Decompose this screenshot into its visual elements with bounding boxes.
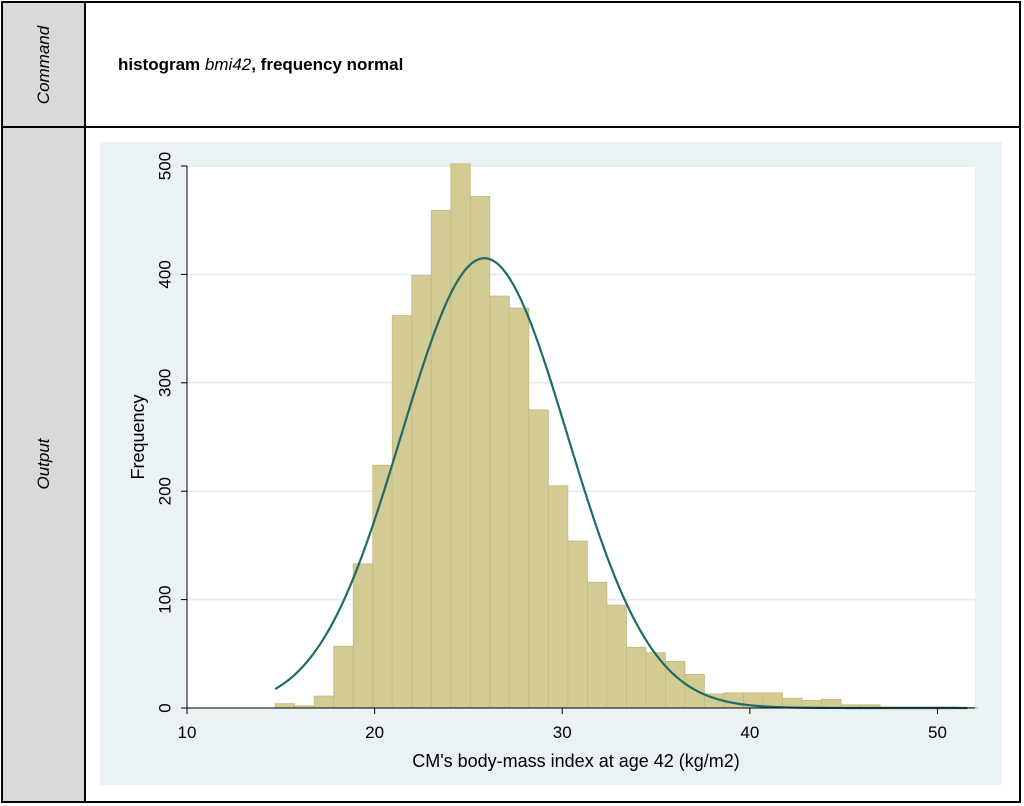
x-axis-label: CM's body-mass index at age 42 (kg/m2) <box>412 751 740 771</box>
histogram-bar <box>684 673 705 709</box>
histogram-bar <box>528 409 549 709</box>
y-tick-label: 400 <box>156 260 175 288</box>
x-tick-label: 20 <box>365 723 384 742</box>
axes <box>181 165 975 714</box>
histogram-bar <box>626 646 647 709</box>
histogram-bar <box>508 307 530 709</box>
output-row-label: Output <box>3 126 86 801</box>
command-row-label: Command <box>3 3 86 126</box>
histogram-bar <box>547 485 569 709</box>
command-keyword: histogram <box>118 55 201 74</box>
grid-lines <box>187 165 975 601</box>
histogram-bar <box>469 195 491 709</box>
command-variable: bmi42 <box>204 55 252 74</box>
histogram-bar <box>411 275 432 709</box>
histogram-bar <box>372 464 393 709</box>
y-tick-label: 100 <box>156 585 175 613</box>
y-axis-label: Frequency <box>128 394 148 479</box>
histogram-bar <box>489 295 510 709</box>
histogram-bar <box>606 604 627 709</box>
row-divider <box>3 126 1019 128</box>
histogram-bar <box>333 645 354 709</box>
histogram-bar <box>567 540 588 709</box>
histogram-bar <box>313 695 335 709</box>
histogram-bar <box>450 163 471 709</box>
y-tick-label: 500 <box>156 152 175 180</box>
x-tick-label: 10 <box>178 723 197 742</box>
histogram-bar <box>723 692 744 709</box>
x-tick-label: 50 <box>928 723 947 742</box>
histogram-bar <box>821 698 842 709</box>
y-tick-label: 0 <box>156 703 175 712</box>
histogram-bar <box>391 315 413 709</box>
histogram-bar <box>274 703 296 709</box>
histogram-bar <box>352 563 374 709</box>
y-tick-label: 200 <box>156 477 175 505</box>
histogram-bars <box>274 163 979 709</box>
x-tick-label: 40 <box>740 723 759 742</box>
histogram-bar <box>430 210 452 709</box>
histogram-bar <box>586 581 608 709</box>
command-text: histogram bmi42, frequency normal <box>118 55 403 75</box>
x-tick-label: 30 <box>553 723 572 742</box>
y-tick-label: 300 <box>156 369 175 397</box>
command-options: , frequency normal <box>251 55 404 74</box>
